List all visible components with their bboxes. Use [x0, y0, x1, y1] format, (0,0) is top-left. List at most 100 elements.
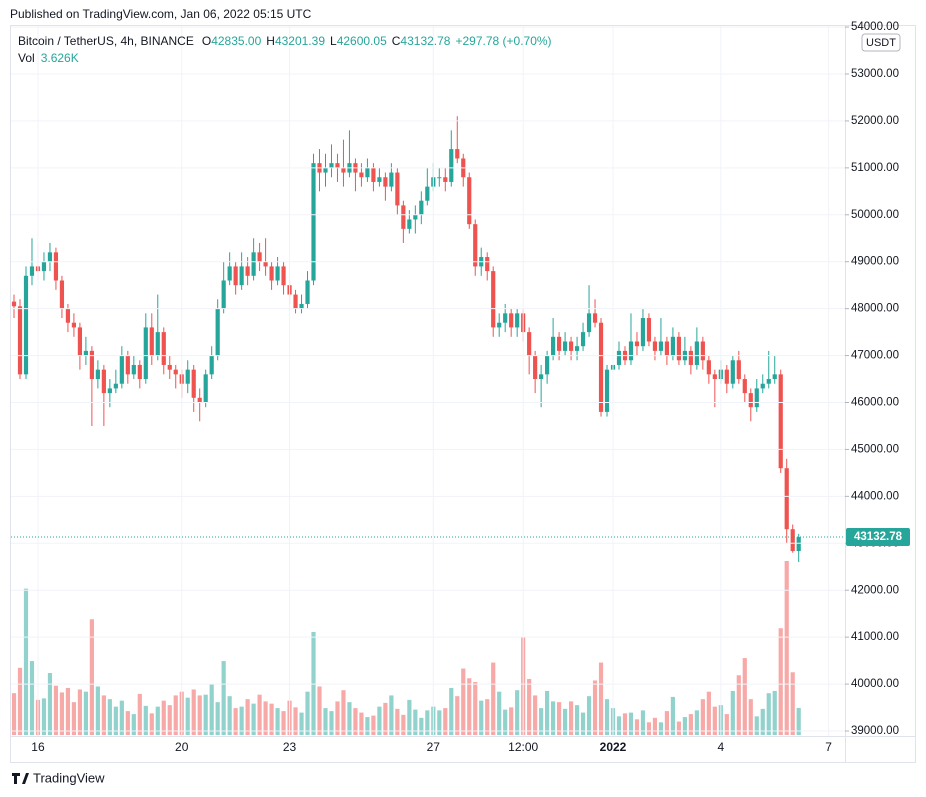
candle-body — [71, 322, 77, 328]
y-tick-label: 41000.00 — [851, 631, 899, 643]
volume-bar — [449, 687, 454, 735]
volume-bar — [491, 662, 496, 735]
candle-body — [748, 393, 753, 408]
candle-body — [413, 214, 418, 220]
volume-bar — [706, 691, 711, 735]
candle-body — [473, 224, 478, 267]
candle-body — [371, 167, 376, 182]
volume-legend: Vol 3.626K — [18, 51, 79, 65]
candle-body — [658, 341, 664, 351]
candle-body — [11, 301, 17, 307]
candle-body — [515, 313, 520, 328]
candle-body — [137, 364, 142, 380]
candle-body — [545, 355, 550, 375]
volume-bar — [562, 708, 568, 735]
candle-body — [491, 271, 496, 328]
volume-bar — [191, 689, 196, 735]
volume-bar — [227, 696, 232, 735]
x-tick-label: 7 — [825, 740, 832, 754]
candle-body — [574, 346, 580, 351]
volume-bar — [185, 697, 190, 735]
legend-value: 43201.39 — [275, 34, 325, 48]
volume-bar — [17, 667, 23, 735]
volume-bar — [299, 712, 304, 735]
volume-bar — [527, 678, 532, 735]
volume-bar — [503, 709, 508, 735]
volume-bar — [107, 699, 112, 735]
candle-body — [676, 336, 681, 361]
x-tick-label: 27 — [427, 740, 441, 754]
candle-body — [742, 379, 747, 394]
volume-bar — [796, 707, 801, 735]
candle-body — [323, 167, 328, 173]
volume-bar — [622, 713, 628, 735]
volume-bar — [700, 699, 705, 735]
volume-bar — [455, 696, 460, 735]
volume-bar — [125, 711, 130, 735]
candle-body — [736, 360, 741, 380]
volume-bar — [485, 699, 490, 735]
x-tick-label: 4 — [717, 740, 724, 754]
volume-bar — [311, 631, 316, 735]
volume-bar — [443, 708, 448, 735]
candle-body — [341, 167, 346, 173]
volume-bar — [497, 691, 502, 735]
volume-bar — [646, 722, 652, 735]
candle-body — [17, 306, 23, 375]
volume-bar — [754, 716, 759, 735]
volume-bar — [473, 681, 478, 735]
volume-bar — [670, 696, 676, 735]
volume-bar — [143, 705, 148, 735]
volume-bar — [664, 711, 670, 735]
x-tick-label: 16 — [31, 740, 45, 754]
volume-bar — [65, 687, 71, 735]
volume-bar — [413, 709, 418, 735]
volume-bar — [748, 699, 753, 735]
candle-body — [449, 149, 454, 182]
volume-bar — [359, 712, 364, 735]
candle-body — [598, 322, 604, 412]
last-price-label: 43132.78 — [854, 531, 903, 543]
volume-bar — [784, 561, 789, 735]
candle-body — [580, 332, 586, 347]
candle-body — [377, 177, 382, 182]
candle-body — [107, 388, 112, 394]
candle-body — [539, 374, 544, 380]
volume-bar — [197, 695, 202, 735]
volume-bar — [425, 710, 430, 735]
symbol: Bitcoin / TetherUS, 4h, BINANCE — [18, 34, 194, 48]
candle-body — [143, 327, 148, 380]
volume-bar — [640, 710, 646, 735]
volume-bar — [233, 708, 238, 735]
plot-area — [11, 116, 801, 735]
legend-key: O — [202, 34, 211, 48]
volume-bar — [41, 698, 47, 735]
candle-body — [161, 332, 166, 365]
candle-body — [65, 308, 71, 323]
candle-body — [263, 261, 268, 267]
candle-body — [485, 257, 490, 272]
candle-body — [131, 364, 136, 375]
candle-body — [245, 266, 250, 276]
candle-body — [167, 364, 172, 370]
candle-body — [359, 172, 364, 178]
candle-body — [443, 177, 448, 182]
volume-bar — [790, 672, 795, 735]
candle-body — [53, 252, 59, 281]
candle-body — [191, 369, 196, 398]
volume-bar — [113, 706, 118, 735]
candle-body — [712, 374, 717, 380]
y-tick-label: 46000.00 — [851, 397, 899, 409]
candle-body — [557, 336, 562, 351]
volume-bar — [59, 692, 65, 735]
candle-body — [77, 327, 82, 356]
volume-bar — [251, 703, 256, 735]
y-tick-label: 39000.00 — [851, 725, 899, 737]
candle-body — [269, 266, 274, 281]
candle-body — [652, 341, 658, 351]
candle-body — [640, 318, 646, 347]
volume-bar — [317, 686, 322, 735]
volume-bar — [353, 708, 358, 735]
volume-bar — [263, 701, 268, 735]
candle-body — [766, 379, 771, 384]
